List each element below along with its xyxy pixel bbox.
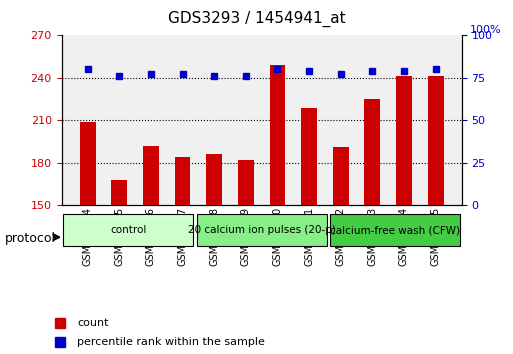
FancyBboxPatch shape: [63, 214, 193, 246]
Text: 20 calcium ion pulses (20-p): 20 calcium ion pulses (20-p): [188, 225, 336, 235]
Bar: [238, 160, 254, 205]
Text: calcium-free wash (CFW): calcium-free wash (CFW): [330, 225, 460, 235]
FancyBboxPatch shape: [330, 214, 460, 246]
Text: 100%: 100%: [470, 25, 501, 35]
Text: count: count: [77, 318, 109, 328]
Text: protocol: protocol: [5, 233, 56, 245]
Bar: [111, 180, 127, 205]
Bar: [301, 108, 317, 205]
Bar: [174, 157, 190, 205]
Bar: [269, 65, 285, 205]
Bar: [428, 76, 444, 205]
Text: percentile rank within the sample: percentile rank within the sample: [77, 337, 265, 347]
FancyBboxPatch shape: [196, 214, 327, 246]
Bar: [206, 154, 222, 205]
Bar: [80, 122, 95, 205]
Bar: [333, 147, 349, 205]
Text: control: control: [110, 225, 146, 235]
Text: GDS3293 / 1454941_at: GDS3293 / 1454941_at: [168, 11, 345, 27]
Bar: [143, 146, 159, 205]
Bar: [364, 99, 380, 205]
Bar: [396, 76, 412, 205]
